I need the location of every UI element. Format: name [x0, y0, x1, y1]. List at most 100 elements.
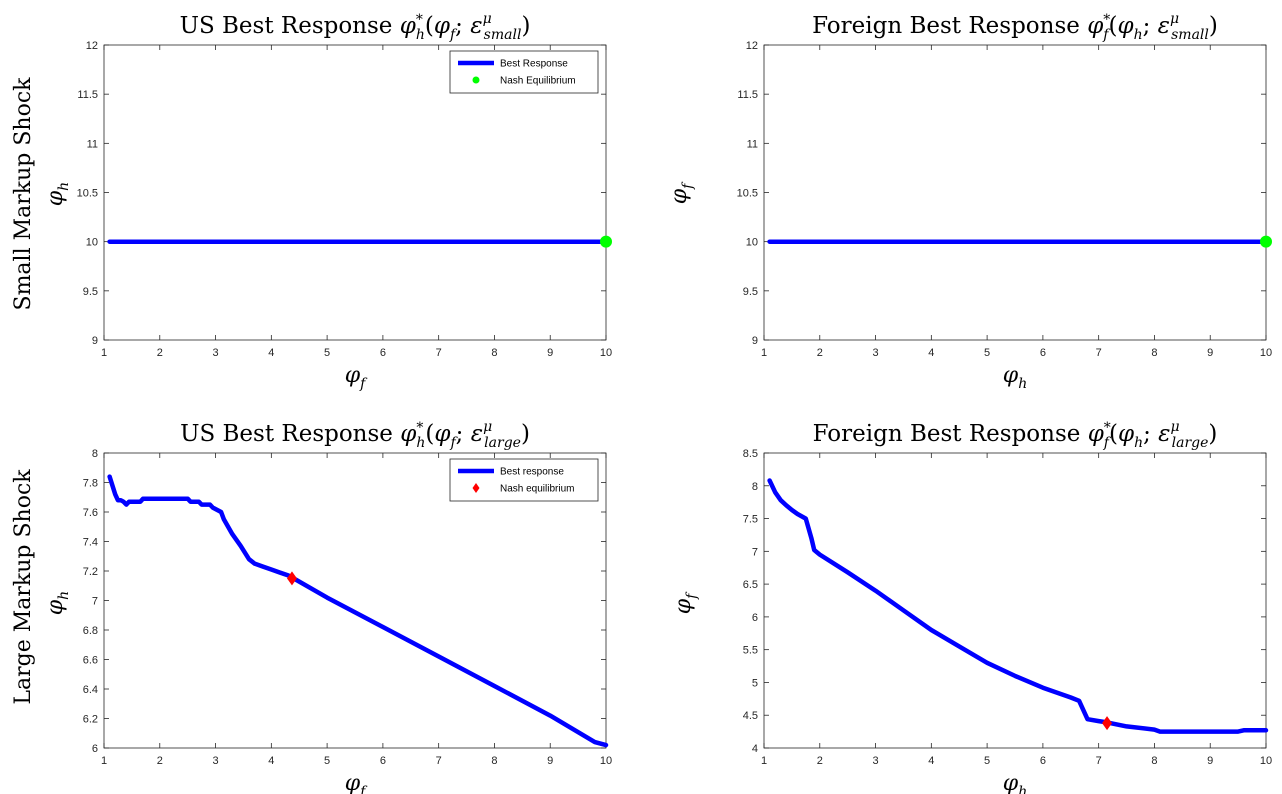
x-tick-label: 2 [817, 755, 823, 767]
x-axis-label: φh [1003, 363, 1027, 392]
x-tick-label: 5 [324, 755, 330, 767]
chart-title: Foreign Best Response φ* f(φh; εμ small) [812, 11, 1218, 43]
x-tick-label: 9 [1207, 755, 1213, 767]
y-axis-label: φh [43, 591, 72, 615]
y-tick-label: 9 [752, 335, 758, 347]
x-tick-label: 7 [436, 347, 442, 359]
y-tick-label: 7.4 [83, 537, 98, 549]
y-tick-label: 11 [747, 138, 758, 150]
legend-label-equilibrium: Nash Equilibrium [500, 76, 576, 87]
x-tick-label: 5 [984, 755, 990, 767]
y-tick-label: 9.5 [743, 286, 758, 298]
x-tick-label: 8 [491, 755, 497, 767]
x-axis-label: φf [345, 363, 368, 392]
y-tick-label: 8.5 [743, 448, 758, 460]
legend: Best Response Nash Equilibrium [449, 50, 599, 94]
y-tick-label: 4 [752, 743, 758, 755]
x-tick-label: 4 [928, 347, 934, 359]
legend: Best response Nash equilibrium [449, 458, 599, 502]
y-tick-label: 7.8 [83, 478, 98, 490]
legend-marker-swatch [472, 483, 480, 493]
x-tick-label: 4 [268, 755, 274, 767]
x-tick-label: 8 [1151, 347, 1157, 359]
chart-title: US Best Response φ* h(φf; εμ large) [180, 419, 530, 451]
y-tick-label: 9 [92, 335, 98, 347]
y-tick-label: 6.8 [83, 625, 98, 637]
equilibrium-marker [1260, 235, 1272, 248]
x-tick-label: 5 [324, 347, 330, 359]
x-tick-label: 5 [984, 347, 990, 359]
equilibrium-marker [286, 571, 297, 586]
y-tick-label: 6.6 [83, 655, 98, 667]
x-tick-label: 9 [547, 755, 553, 767]
x-tick-label: 8 [491, 347, 497, 359]
x-tick-label: 6 [1040, 755, 1046, 767]
x-tick-label: 2 [157, 347, 163, 359]
x-tick-label: 10 [1260, 755, 1272, 767]
legend-label-equilibrium: Nash equilibrium [500, 484, 574, 495]
x-tick-label: 7 [436, 755, 442, 767]
legend-label-series: Best Response [500, 59, 568, 70]
x-tick-label: 3 [212, 755, 218, 767]
plot-area [763, 452, 1267, 749]
chart-title: Foreign Best Response φ* f(φh; εμ large) [813, 419, 1218, 451]
x-tick-label: 1 [101, 755, 107, 767]
x-tick-label: 6 [380, 755, 386, 767]
y-tick-label: 11 [87, 138, 98, 150]
x-tick-label: 8 [1151, 755, 1157, 767]
plot-area [103, 44, 607, 341]
x-tick-label: 7 [1096, 347, 1102, 359]
y-tick-label: 11.5 [737, 89, 758, 101]
x-tick-label: 2 [157, 755, 163, 767]
y-axis-label: φf [667, 181, 696, 204]
chart-panel-4: 1 2 3 4 5 6 7 8 9 10 4 4.5 5 5.5 6 6.5 7 7.5 8 8.5 Foreign B… [671, 419, 1272, 794]
x-tick-label: 7 [1096, 755, 1102, 767]
y-axis-label: φf [671, 591, 700, 614]
legend-marker-swatch [472, 76, 480, 84]
y-tick-label: 7.6 [83, 507, 98, 519]
y-tick-label: 6.4 [83, 684, 98, 696]
y-tick-label: 9.5 [83, 286, 98, 298]
x-tick-label: 3 [212, 347, 218, 359]
x-axis-label: φf [345, 771, 368, 794]
x-tick-label: 6 [380, 347, 386, 359]
y-tick-label: 11.5 [77, 89, 98, 101]
x-tick-label: 9 [1207, 347, 1213, 359]
y-tick-label: 7.5 [743, 514, 758, 526]
x-tick-label: 4 [268, 347, 274, 359]
row-label-large: Large Markup Shock [11, 469, 36, 705]
chart-panel-3: 1 2 3 4 5 6 7 8 9 10 6 6.2 6.4 6.6 6.8 7 7.2 7.4 7.6 7.8 8 US… [43, 419, 612, 794]
x-tick-label: 3 [872, 755, 878, 767]
x-tick-label: 10 [1260, 347, 1272, 359]
x-tick-label: 1 [761, 755, 767, 767]
x-tick-label: 9 [547, 347, 553, 359]
x-tick-label: 2 [817, 347, 823, 359]
chart-title: US Best Response φ* h(φf; εμ small) [180, 11, 531, 43]
y-tick-label: 10 [746, 237, 758, 249]
equilibrium-marker [600, 235, 612, 248]
x-tick-label: 10 [600, 755, 612, 767]
legend-label-series: Best response [500, 467, 564, 478]
y-tick-label: 4.5 [743, 710, 758, 722]
x-tick-label: 6 [1040, 347, 1046, 359]
y-tick-label: 6.5 [743, 579, 758, 591]
y-tick-label: 10.5 [737, 188, 758, 200]
row-label-small: Small Markup Shock [11, 77, 36, 311]
y-tick-label: 10.5 [77, 188, 98, 200]
x-tick-label: 4 [928, 755, 934, 767]
y-tick-label: 7 [92, 596, 98, 608]
y-tick-label: 8 [752, 481, 758, 493]
legend-box [449, 50, 599, 94]
y-tick-label: 12 [86, 40, 98, 52]
y-tick-label: 12 [746, 40, 758, 52]
y-tick-label: 5.5 [743, 645, 758, 657]
y-tick-label: 8 [92, 448, 98, 460]
x-tick-label: 3 [872, 347, 878, 359]
y-tick-label: 7 [752, 546, 758, 558]
y-tick-label: 6 [92, 743, 98, 755]
x-axis-label: φh [1003, 771, 1027, 794]
y-tick-label: 10 [86, 237, 98, 249]
